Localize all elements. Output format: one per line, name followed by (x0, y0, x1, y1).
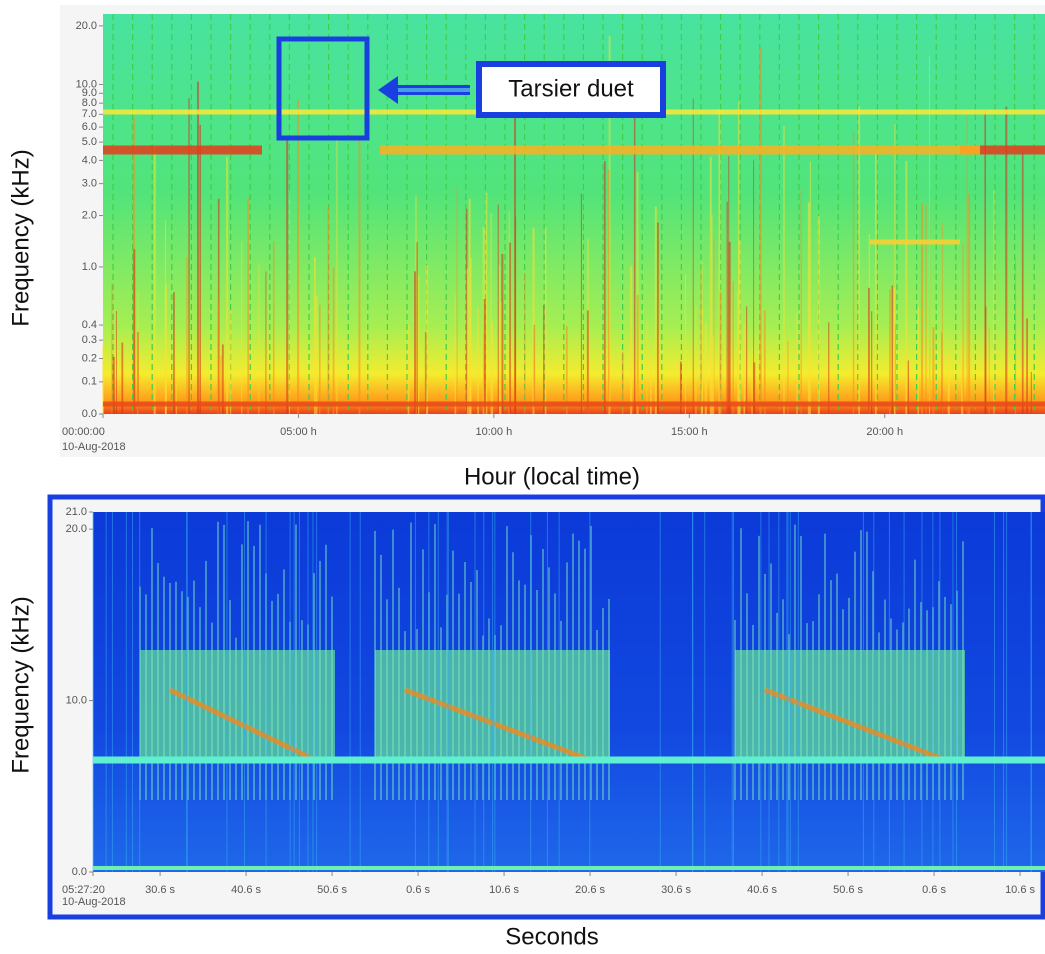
x-tick-label: 05:27:20 (62, 884, 105, 896)
x-tick-label: 0.6 s (922, 884, 946, 896)
y-tick-label: 1.0 (82, 261, 97, 273)
x-tick-label: 20:00 h (866, 426, 903, 438)
y-tick-label: 21.0 (66, 506, 87, 518)
y-tick-label: 0.3 (82, 334, 97, 346)
annotation: Tarsier duet (508, 75, 634, 102)
y-tick-label: 20.0 (66, 523, 87, 535)
y-tick-label: 20.0 (76, 20, 97, 32)
x-tick-label: 20.6 s (575, 884, 605, 896)
x-tick-label: 50.6 s (833, 884, 863, 896)
x-axis-title: Seconds (505, 923, 598, 950)
x-tick-label: 00:00:00 (62, 426, 105, 438)
y-tick-label: 7.0 (82, 108, 97, 120)
figure: 0.00.10.20.30.41.02.03.04.05.06.07.08.09… (0, 0, 1045, 954)
y-tick-label: 0.0 (72, 866, 87, 878)
y-tick-label: 3.0 (82, 178, 97, 190)
y-tick-label: 0.1 (82, 376, 97, 388)
x-tick-label: 30.6 s (661, 884, 691, 896)
x-tick-label: 10.6 s (1005, 884, 1035, 896)
y-tick-label: 6.0 (82, 121, 97, 133)
x-tick-label: 10:00 h (476, 426, 513, 438)
x-axis-title: Hour (local time) (464, 463, 640, 490)
y-tick-label: 0.2 (82, 352, 97, 364)
y-axis-title: Frequency (kHz) (7, 149, 34, 326)
y-tick-label: 10.0 (76, 78, 97, 90)
x-tick-label: 15:00 h (671, 426, 708, 438)
y-tick-label: 0.0 (82, 408, 97, 420)
x-tick-label: 05:00 h (280, 426, 317, 438)
x-tick-label: 50.6 s (317, 884, 347, 896)
y-tick-label: 0.4 (82, 319, 97, 331)
date-label: 10-Aug-2018 (62, 441, 126, 453)
y-tick-label: 10.0 (66, 694, 87, 706)
date-label: 10-Aug-2018 (62, 896, 126, 908)
x-tick-label: 40.6 s (231, 884, 261, 896)
x-tick-label: 10.6 s (489, 884, 519, 896)
x-tick-label: 0.6 s (406, 884, 430, 896)
y-tick-label: 5.0 (82, 136, 97, 148)
x-tick-label: 40.6 s (747, 884, 777, 896)
y-axis-title: Frequency (kHz) (7, 596, 34, 773)
y-tick-label: 2.0 (82, 209, 97, 221)
y-tick-label: 4.0 (82, 154, 97, 166)
x-tick-label: 30.6 s (145, 884, 175, 896)
